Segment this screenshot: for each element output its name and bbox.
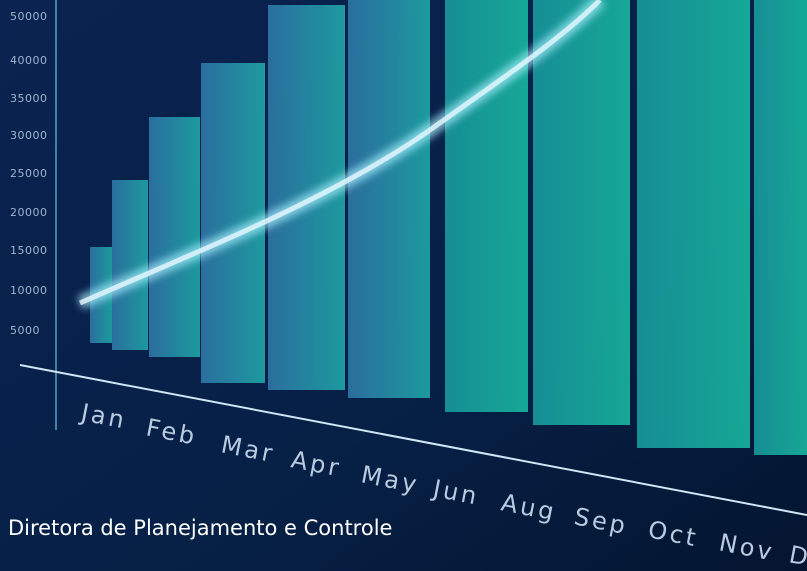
y-labels: 50000 40000 35000 30000 25000 20000 15000 10000… [10, 10, 48, 337]
baseline [19, 364, 807, 516]
y-label: 25000 [10, 167, 48, 180]
y-label: 5000 [10, 324, 40, 337]
month-label: D [787, 540, 807, 571]
caption: Diretora de Planejamento e Controle [8, 516, 392, 540]
y-label: 15000 [10, 244, 48, 257]
y-label: 35000 [10, 92, 48, 105]
trend-line [78, 0, 602, 306]
y-label: 30000 [10, 129, 48, 142]
y-label: 40000 [10, 54, 48, 67]
y-label: 50000 [10, 10, 48, 23]
y-label: 20000 [10, 206, 48, 219]
y-label: 10000 [10, 284, 48, 297]
